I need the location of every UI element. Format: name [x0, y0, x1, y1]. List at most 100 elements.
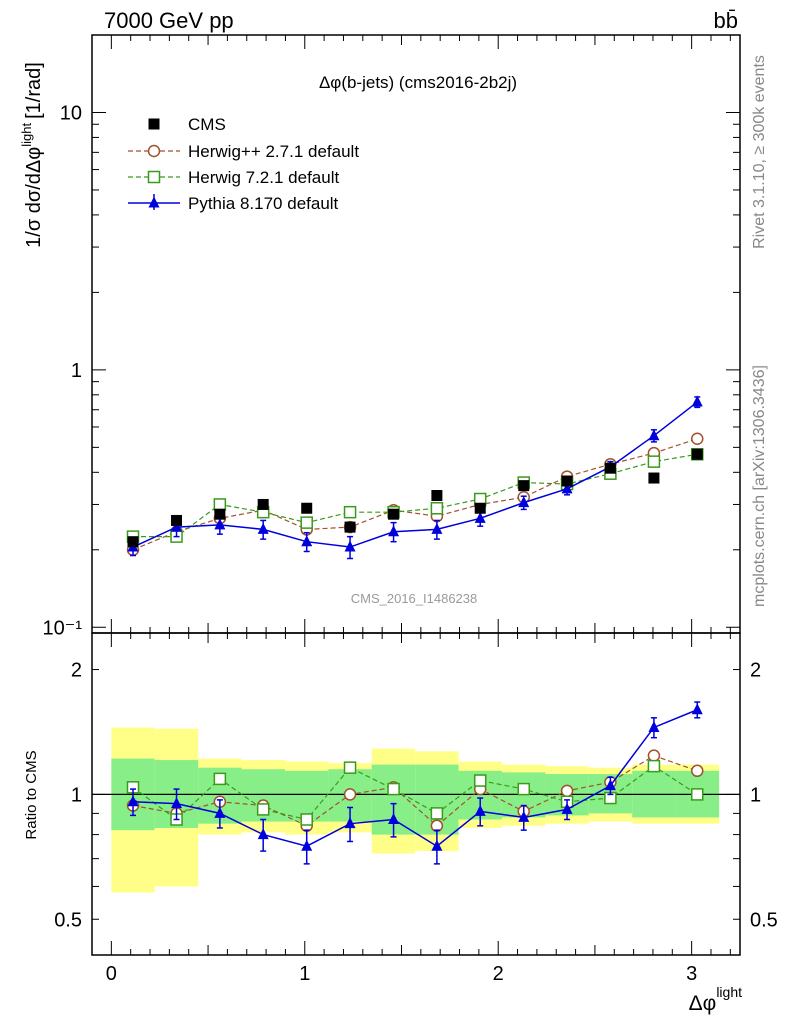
data-point-cms — [431, 490, 443, 502]
legend-label-herwig-7-2-1-default: Herwig 7.2.1 default — [188, 168, 339, 187]
data-point-herwig-7-2-1-default — [430, 807, 444, 820]
data-point-herwig-7-2-1-default — [213, 498, 227, 511]
data-point-herwig-7-2-1-default — [430, 501, 444, 515]
data-point-herwig-7-2-1-default — [300, 516, 313, 529]
data-point-pythia-8-170-default — [431, 522, 443, 534]
data-point-pythia-8-170-default — [474, 511, 486, 523]
data-point-cms — [301, 502, 313, 514]
main-y-tick-label: 1 — [71, 360, 82, 382]
main-y-axis-label: 1/σ dσ/dΔφlight [1/rad] — [19, 62, 45, 248]
main-y-axis-label-unit: [1/rad] — [23, 62, 45, 119]
data-point-cms — [257, 498, 269, 510]
data-point-pythia-8-170-default — [344, 817, 356, 829]
data-point-pythia-8-170-default — [388, 525, 400, 537]
main-plot-panel: 10 1 10⁻¹ CMS Herwig++ 2.7.1 default Herwig 7… — [43, 34, 741, 639]
x-axis-label: Δφlight — [689, 984, 742, 1015]
data-point-pythia-8-170-default — [301, 535, 313, 547]
main-y-axis-label-main: 1/σ dσ/dΔφ — [23, 147, 45, 248]
data-point-cms — [388, 508, 400, 520]
x-axis-label-main: Δφ — [689, 992, 717, 1015]
data-point-pythia-8-170-default — [171, 520, 183, 532]
data-point-cms — [691, 448, 703, 460]
data-point-pythia-8-170-default — [257, 828, 269, 840]
data-point-pythia-8-170-default — [171, 797, 183, 809]
data-point-pythia-8-170-default — [388, 812, 400, 824]
main-y-axis-label-sup: light — [19, 123, 34, 147]
side-label-mcplots: mcplots.cern.ch [arXiv:1306.3436] — [751, 365, 768, 607]
data-point-herwig-2-7-1-default — [343, 788, 357, 801]
data-point-herwig-7-2-1-default — [256, 803, 270, 816]
data-point-herwig-7-2-1-default — [213, 772, 227, 786]
legend-label-cms: CMS — [188, 115, 226, 134]
data-point-pythia-8-170-default — [301, 839, 313, 851]
data-point-herwig-7-2-1-default — [343, 505, 357, 519]
data-point-cms — [561, 475, 573, 487]
legend-label-pythia-8-170-default: Pythia 8.170 default — [188, 194, 339, 213]
data-point-pythia-8-170-default — [518, 810, 530, 822]
main-y-tick-label: 10 — [60, 102, 82, 124]
series-line-herwig-2-7-1-default — [132, 438, 698, 551]
legend-marker-herwig-7-2-1-default — [147, 170, 161, 184]
data-point-herwig-7-2-1-default — [647, 759, 661, 773]
data-point-pythia-8-170-default — [561, 802, 573, 814]
data-point-pythia-8-170-default — [691, 395, 703, 407]
ratio-y-tick-label: 2 — [71, 660, 82, 682]
data-point-pythia-8-170-default — [431, 839, 443, 851]
legend-marker-pythia-8-170-default — [148, 196, 160, 208]
data-point-pythia-8-170-default — [648, 720, 660, 732]
series-line-herwig-7-2-1-default — [133, 453, 698, 538]
x-tick-label: 2 — [493, 963, 504, 985]
data-point-herwig-2-7-1-default — [647, 749, 661, 762]
data-point-pythia-8-170-default — [474, 804, 486, 816]
data-point-herwig-7-2-1-default — [300, 813, 313, 826]
x-tick-label: 0 — [106, 963, 117, 985]
data-point-pythia-8-170-default — [604, 779, 616, 791]
legend-marker-cms — [148, 118, 160, 130]
data-point-cms — [214, 508, 226, 520]
header-left-title: 7000 GeV pp — [104, 8, 234, 33]
data-point-herwig-2-7-1-default — [560, 784, 574, 798]
data-point-herwig-7-2-1-default — [517, 782, 530, 796]
data-point-cms — [474, 502, 486, 514]
data-point-cms — [604, 462, 616, 474]
data-point-cms — [171, 514, 183, 526]
data-point-herwig-7-2-1-default — [343, 761, 357, 774]
side-label-rivet: Rivet 3.1.10, ≥ 300k events — [751, 55, 768, 249]
series-line-herwig-2-7-1-default — [132, 754, 698, 827]
ratio-y-tick-label: 1 — [71, 784, 82, 806]
series-line-pythia-8-170-default — [132, 709, 698, 848]
ratio-y-tick-label-right: 2 — [750, 660, 761, 682]
data-point-cms — [648, 472, 660, 484]
data-point-pythia-8-170-default — [518, 496, 530, 508]
data-point-pythia-8-170-default — [214, 518, 226, 530]
data-point-herwig-7-2-1-default — [691, 788, 704, 801]
ratio-band-inner — [285, 770, 329, 822]
series-line-pythia-8-170-default — [132, 401, 698, 548]
ratio-y-axis-label: Ratio to CMS — [23, 750, 40, 839]
ratio-y-tick-label-right: 1 — [750, 784, 761, 806]
data-point-pythia-8-170-default — [257, 522, 269, 534]
ratio-plot-panel: 2 2 1 1 0.5 0.5 0 1 2 3 — [54, 35, 778, 985]
data-point-pythia-8-170-default — [344, 540, 356, 552]
data-point-herwig-7-2-1-default — [387, 782, 400, 796]
data-point-pythia-8-170-default — [214, 806, 226, 818]
series-line-herwig-7-2-1-default — [132, 765, 698, 821]
ratio-y-tick-label-right: 0.5 — [750, 909, 778, 931]
main-plot-watermark: CMS_2016_I1486238 — [351, 591, 478, 606]
data-point-cms — [344, 521, 356, 533]
legend-label-herwig-2-7-1-default: Herwig++ 2.7.1 default — [188, 142, 359, 161]
data-point-pythia-8-170-default — [691, 703, 703, 715]
data-point-pythia-8-170-default — [127, 795, 139, 807]
data-point-cms — [127, 536, 139, 548]
data-point-herwig-2-7-1-default — [691, 432, 704, 446]
data-point-herwig-2-7-1-default — [691, 764, 704, 778]
data-point-herwig-7-2-1-default — [473, 774, 487, 787]
data-point-pythia-8-170-default — [648, 429, 660, 441]
x-tick-label: 1 — [299, 963, 310, 985]
data-point-cms — [518, 480, 530, 492]
legend-marker-herwig-2-7-1-default — [147, 144, 161, 158]
main-plot-title: Δφ(b-jets) (cms2016-2b2j) — [319, 73, 517, 92]
main-y-tick-label: 10⁻¹ — [43, 617, 83, 639]
x-axis-label-sup: light — [716, 984, 742, 1000]
